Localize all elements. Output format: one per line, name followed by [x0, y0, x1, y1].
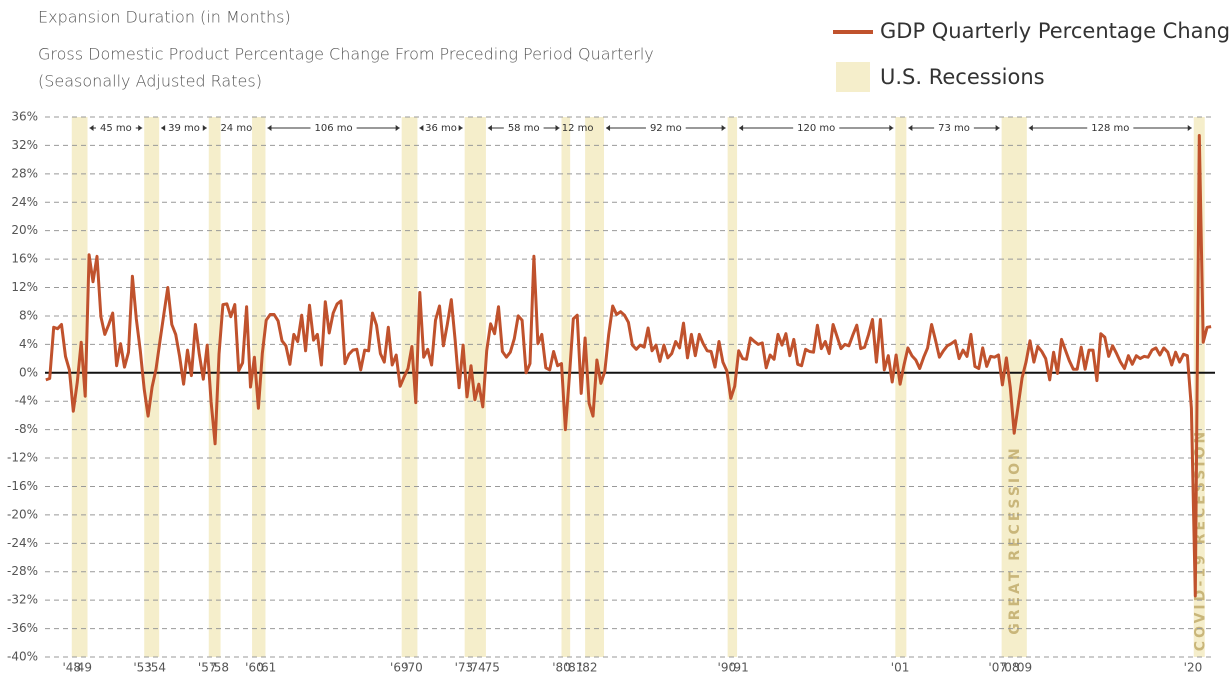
y-tick-label: 20%: [11, 223, 38, 237]
y-tick-label: -36%: [7, 621, 38, 635]
recession-band: [401, 117, 418, 657]
arrow-head: [202, 125, 207, 131]
x-tick-label: '91: [730, 661, 749, 675]
arrow-head: [458, 125, 463, 131]
x-tick-label: '07: [988, 661, 1007, 675]
arrow-head: [138, 125, 143, 131]
arrow-head: [395, 125, 400, 131]
arrow-head: [555, 125, 560, 131]
subtitle: (Seasonally Adjusted Rates): [38, 72, 262, 91]
arrow-head: [419, 125, 424, 131]
x-tick-label: '48: [62, 661, 81, 675]
x-tick-label: '80: [552, 661, 571, 675]
expansion-label: 120 mo: [797, 123, 835, 134]
x-tick-label: '49: [74, 661, 93, 675]
arrow-head: [908, 125, 913, 131]
recession-band: [71, 117, 88, 657]
expansion-label: 106 mo: [315, 123, 353, 134]
subtitle: Gross Domestic Product Percentage Change…: [38, 45, 654, 64]
y-tick-label: 0%: [19, 365, 38, 379]
y-tick-label: -12%: [7, 451, 38, 465]
x-tick-label: '08: [1001, 661, 1020, 675]
recession-label: GREAT RECESSION: [1007, 445, 1023, 635]
x-tick-label: '58: [211, 661, 230, 675]
x-tick-label: '61: [258, 661, 277, 675]
arrow-head: [889, 125, 894, 131]
y-tick-label: 24%: [11, 195, 38, 209]
arrow-head: [1028, 125, 1033, 131]
x-tick-label: '60: [245, 661, 264, 675]
expansion-label: 92 mo: [650, 123, 682, 134]
y-tick-label: 12%: [11, 280, 38, 294]
y-tick-label: -24%: [7, 536, 38, 550]
x-tick-label: '01: [891, 661, 910, 675]
x-tick-label: '20: [1184, 661, 1203, 675]
x-tick-label: '70: [404, 661, 423, 675]
recession-band: [1001, 117, 1027, 657]
expansion-label: 45 mo: [100, 123, 132, 134]
legend-swatch: [836, 62, 870, 92]
expansion-label: 12 mo: [562, 123, 594, 134]
y-tick-label: -16%: [7, 479, 38, 493]
x-tick-label: '73: [455, 661, 474, 675]
x-tick-label: '90: [718, 661, 737, 675]
expansion-label: 24 mo: [220, 123, 252, 134]
y-tick-label: 8%: [19, 308, 38, 322]
expansion-label: 58 mo: [508, 123, 540, 134]
recession-band: [561, 117, 571, 657]
y-tick-label: 16%: [11, 252, 38, 266]
arrow-head: [739, 125, 744, 131]
recession-band: [895, 117, 907, 657]
recession-band: [464, 117, 486, 657]
x-tick-label: '69: [390, 661, 409, 675]
y-tick-label: 4%: [19, 337, 38, 351]
y-tick-label: 36%: [11, 110, 38, 124]
expansion-label: 73 mo: [938, 123, 970, 134]
y-tick-label: -40%: [7, 650, 38, 664]
arrow-head: [267, 125, 272, 131]
gdp-line: [45, 134, 1212, 598]
x-tick-label: '57: [198, 661, 217, 675]
arrow-head: [606, 125, 611, 131]
y-tick-label: 28%: [11, 166, 38, 180]
x-tick-label: '09: [1014, 661, 1033, 675]
expansion-label: 39 mo: [168, 123, 200, 134]
arrow-head: [89, 125, 94, 131]
y-tick-label: -20%: [7, 507, 38, 521]
x-tick-label: '82: [579, 661, 598, 675]
chart-title: Expansion Duration (in Months): [38, 8, 291, 27]
arrow-head: [721, 125, 726, 131]
recession-band: [727, 117, 738, 657]
arrow-head: [161, 125, 166, 131]
recession-band: [208, 117, 221, 657]
recession-band: [1193, 117, 1205, 657]
x-tick-label: '75: [481, 661, 500, 675]
legend-label: U.S. Recessions: [880, 65, 1045, 89]
arrow-head: [1187, 125, 1192, 131]
x-tick-label: '74: [467, 661, 486, 675]
arrow-head: [995, 125, 1000, 131]
expansion-label: 128 mo: [1091, 123, 1129, 134]
x-tick-label: '54: [148, 661, 167, 675]
y-tick-label: -8%: [15, 422, 38, 436]
y-tick-label: -28%: [7, 564, 38, 578]
arrow-head: [487, 125, 492, 131]
x-tick-label: '81: [565, 661, 584, 675]
y-tick-label: 32%: [11, 138, 38, 152]
y-tick-label: -4%: [15, 394, 38, 408]
legend-label: GDP Quarterly Percentage Change: [880, 19, 1229, 43]
x-tick-label: '53: [133, 661, 152, 675]
y-tick-label: -32%: [7, 593, 38, 607]
expansion-label: 36 mo: [425, 123, 457, 134]
